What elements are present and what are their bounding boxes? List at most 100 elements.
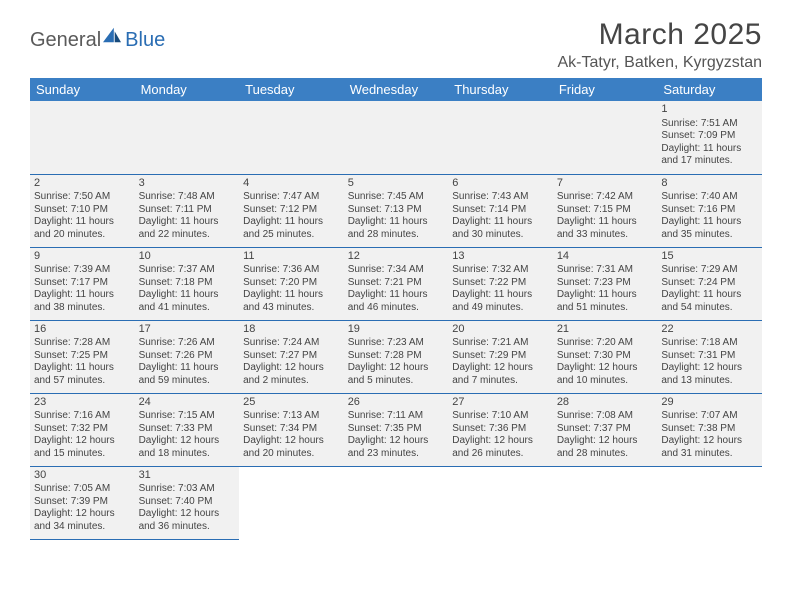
sunrise-line: Sunrise: 7:47 AM [243,191,319,202]
sunrise-line: Sunrise: 7:31 AM [557,264,633,275]
empty-trailing-cell [448,466,553,539]
sunset-line: Sunset: 7:18 PM [139,277,213,288]
empty-leading-cell [135,101,240,174]
page-header: General Blue March 2025 Ak-Tatyr, Batken… [30,18,762,72]
sunrise-line: Sunrise: 7:37 AM [139,264,215,275]
sunset-line: Sunset: 7:34 PM [243,423,317,434]
day-number: 7 [557,177,654,191]
daylight-line: Daylight: 11 hours and 35 minutes. [661,216,741,240]
day-number: 27 [452,396,549,410]
sunset-line: Sunset: 7:27 PM [243,350,317,361]
daylight-line: Daylight: 11 hours and 43 minutes. [243,289,323,313]
sunset-line: Sunset: 7:28 PM [348,350,422,361]
sunrise-line: Sunrise: 7:26 AM [139,337,215,348]
day-number: 28 [557,396,654,410]
day-number: 16 [34,323,131,337]
sunrise-line: Sunrise: 7:24 AM [243,337,319,348]
daylight-line: Daylight: 12 hours and 36 minutes. [139,508,220,532]
day-cell: 19Sunrise: 7:23 AMSunset: 7:28 PMDayligh… [344,320,449,393]
day-cell: 10Sunrise: 7:37 AM Sunset: 7:18 PMDayligh… [135,247,240,320]
day-cell: 24Sunrise: 7:15 AMSunset: 7:33 PMDayligh… [135,393,240,466]
sunrise-line: Sunrise: 7:40 AM [661,191,737,202]
weekday-header: Wednesday [344,78,449,101]
sunset-line: Sunset: 7:32 PM [34,423,108,434]
day-cell: 16Sunrise: 7:28 AMSunset: 7:25 PMDayligh… [30,320,135,393]
sunset-line: Sunset: 7:09 PM [661,130,735,141]
day-cell: 1Sunrise: 7:51 AMSunset: 7:09 PMDaylight… [657,101,762,174]
daylight-line: Daylight: 11 hours and 41 minutes. [139,289,219,313]
sunrise-line: Sunrise: 7:29 AM [661,264,737,275]
calendar-row: 9Sunrise: 7:39 AMSunset: 7:17 PMDaylight… [30,247,762,320]
sunset-line: Sunset: 7:29 PM [452,350,526,361]
day-cell: 2Sunrise: 7:50 AMSunset: 7:10 PMDaylight… [30,174,135,247]
daylight-line: Daylight: 11 hours and 20 minutes. [34,216,114,240]
sunrise-line: Sunrise: 7:21 AM [452,337,528,348]
logo-text-blue: Blue [125,29,165,52]
calendar-body: 1Sunrise: 7:51 AMSunset: 7:09 PMDaylight… [30,101,762,539]
daylight-line: Daylight: 11 hours and 59 minutes. [139,362,219,386]
empty-trailing-cell [239,466,344,539]
sunset-line: Sunset: 7:35 PM [348,423,422,434]
day-number: 23 [34,396,131,410]
day-cell: 14Sunrise: 7:31 AMSunset: 7:23 PMDayligh… [553,247,658,320]
logo-sail-icon [101,26,123,44]
daylight-line: Daylight: 12 hours and 13 minutes. [661,362,742,386]
daylight-line: Daylight: 12 hours and 23 minutes. [348,435,429,459]
sunrise-line: Sunrise: 7:39 AM [34,264,110,275]
sunrise-line: Sunrise: 7:10 AM [452,410,528,421]
daylight-line: Daylight: 11 hours and 49 minutes. [452,289,532,313]
sunrise-line: Sunrise: 7:23 AM [348,337,424,348]
day-number: 26 [348,396,445,410]
day-cell: 6Sunrise: 7:43 AMSunset: 7:14 PMDaylight… [448,174,553,247]
sunrise-line: Sunrise: 7:03 AM [139,483,215,494]
day-cell: 11Sunrise: 7:36 AMSunset: 7:20 PMDayligh… [239,247,344,320]
daylight-line: Daylight: 11 hours and 54 minutes. [661,289,741,313]
sunrise-line: Sunrise: 7:20 AM [557,337,633,348]
daylight-line: Daylight: 12 hours and 18 minutes. [139,435,220,459]
day-cell: 12Sunrise: 7:34 AMSunset: 7:21 PMDayligh… [344,247,449,320]
daylight-line: Daylight: 11 hours and 25 minutes. [243,216,323,240]
sunrise-line: Sunrise: 7:51 AM [661,118,737,129]
day-number: 10 [139,250,236,264]
daylight-line: Daylight: 11 hours and 33 minutes. [557,216,637,240]
day-cell: 22Sunrise: 7:18 AMSunset: 7:31 PMDayligh… [657,320,762,393]
daylight-line: Daylight: 12 hours and 20 minutes. [243,435,324,459]
daylight-line: Daylight: 12 hours and 15 minutes. [34,435,115,459]
empty-trailing-cell [344,466,449,539]
sunset-line: Sunset: 7:20 PM [243,277,317,288]
daylight-line: Daylight: 11 hours and 38 minutes. [34,289,114,313]
day-number: 9 [34,250,131,264]
day-cell: 27Sunrise: 7:10 AMSunset: 7:36 PMDayligh… [448,393,553,466]
location-subtitle: Ak-Tatyr, Batken, Kyrgyzstan [557,54,762,72]
sunset-line: Sunset: 7:39 PM [34,496,108,507]
day-cell: 28Sunrise: 7:08 AMSunset: 7:37 PMDayligh… [553,393,658,466]
day-cell: 29Sunrise: 7:07 AM Sunset: 7:38 PMDayligh… [657,393,762,466]
calendar-row: 2Sunrise: 7:50 AMSunset: 7:10 PMDaylight… [30,174,762,247]
sunset-line: Sunset: 7:10 PM [34,204,108,215]
sunset-line: Sunset: 7:38 PM [661,423,735,434]
day-cell: 20Sunrise: 7:21 AMSunset: 7:29 PMDayligh… [448,320,553,393]
sunset-line: Sunset: 7:33 PM [139,423,213,434]
sunrise-line: Sunrise: 7:07 AM [661,410,737,421]
title-block: March 2025 Ak-Tatyr, Batken, Kyrgyzstan [557,18,762,72]
sunset-line: Sunset: 7:24 PM [661,277,735,288]
day-number: 29 [661,396,758,410]
sunrise-line: Sunrise: 7:28 AM [34,337,110,348]
day-number: 19 [348,323,445,337]
empty-leading-cell [30,101,135,174]
sunset-line: Sunset: 7:23 PM [557,277,631,288]
day-number: 13 [452,250,549,264]
day-number: 8 [661,177,758,191]
sunrise-line: Sunrise: 7:16 AM [34,410,110,421]
calendar-row: 1Sunrise: 7:51 AMSunset: 7:09 PMDaylight… [30,101,762,174]
daylight-line: Daylight: 12 hours and 34 minutes. [34,508,115,532]
daylight-line: Daylight: 12 hours and 28 minutes. [557,435,638,459]
day-number: 20 [452,323,549,337]
sunrise-line: Sunrise: 7:45 AM [348,191,424,202]
sunrise-line: Sunrise: 7:08 AM [557,410,633,421]
daylight-line: Daylight: 12 hours and 31 minutes. [661,435,742,459]
sunrise-line: Sunrise: 7:11 AM [348,410,423,421]
sunset-line: Sunset: 7:12 PM [243,204,317,215]
sunrise-line: Sunrise: 7:18 AM [661,337,737,348]
sunset-line: Sunset: 7:16 PM [661,204,735,215]
